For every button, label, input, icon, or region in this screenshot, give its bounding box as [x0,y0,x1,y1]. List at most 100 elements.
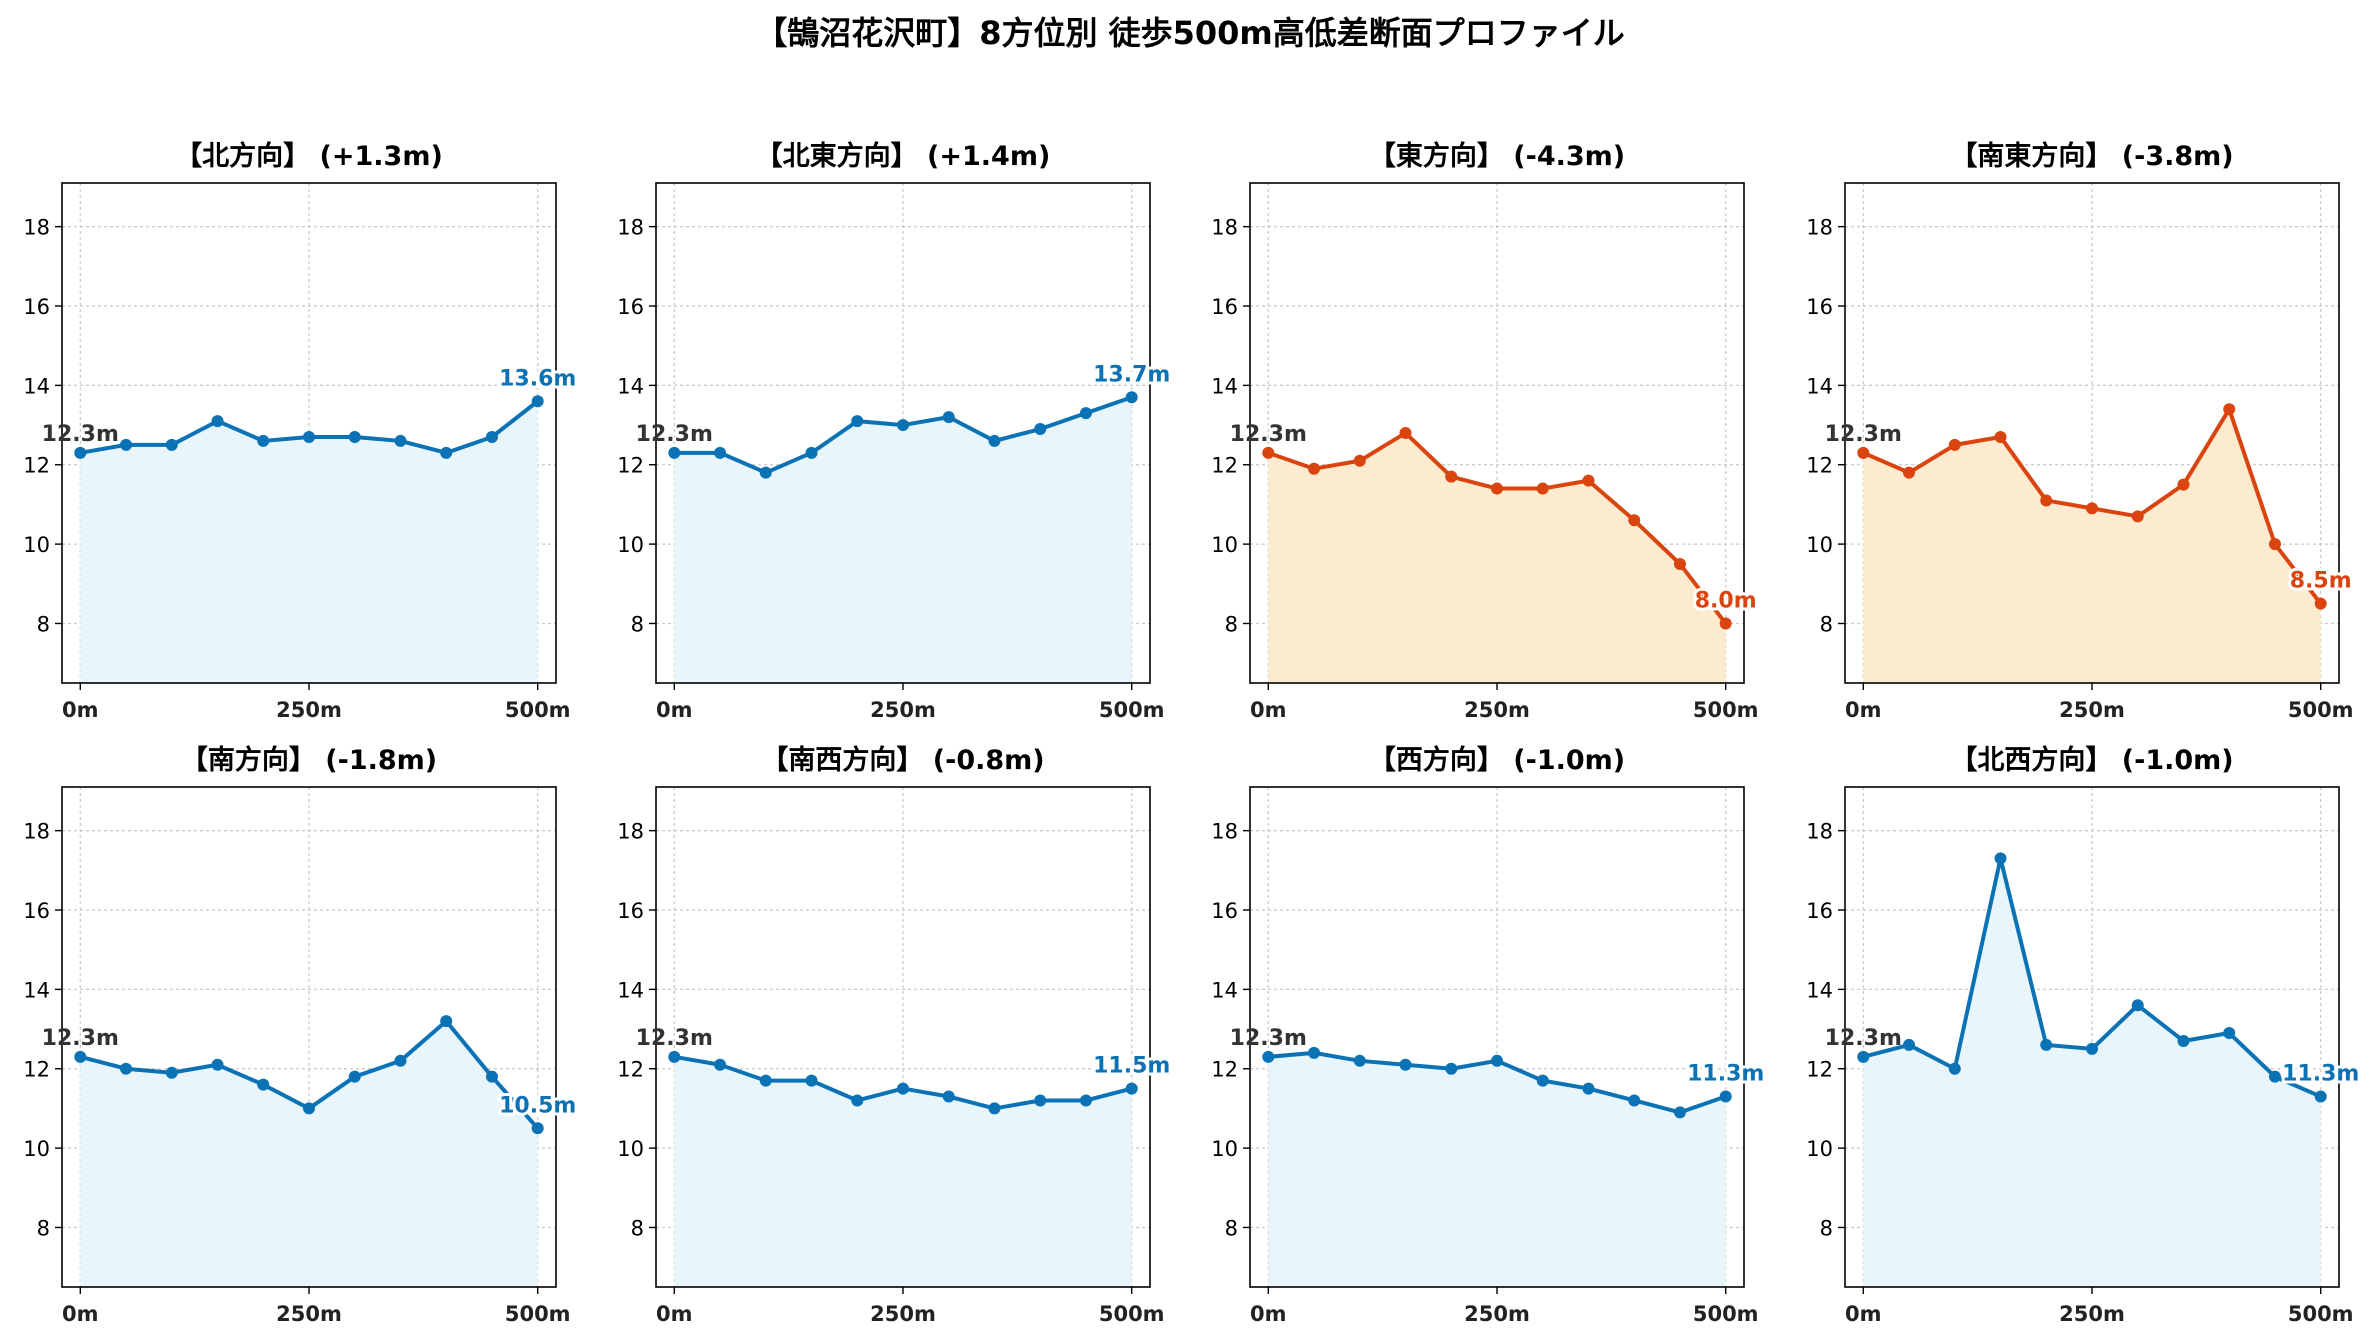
data-point [1353,1054,1366,1067]
data-point [1079,1094,1092,1107]
y-tick-label: 18 [617,216,644,240]
data-point [2314,1090,2327,1103]
data-point [2177,1034,2190,1047]
panel-title: 【東方向】 (-4.3m) [1369,140,1625,172]
data-point [942,411,955,424]
data-point [2040,494,2053,507]
data-point [988,1102,1001,1115]
y-tick-label: 18 [23,820,50,844]
y-tick-label: 16 [617,899,644,923]
data-point [1034,1094,1047,1107]
data-point [1903,466,1916,479]
data-point [1948,1062,1961,1075]
data-point [303,430,315,443]
data-point [1948,438,1961,451]
data-point [897,1082,909,1095]
data-point [1719,1090,1732,1103]
area-fill [1268,1052,1726,1287]
x-tick-label: 250m [1464,698,1530,722]
y-tick-label: 12 [1806,1058,1833,1082]
x-tick-label: 250m [1464,1302,1530,1326]
y-tick-label: 14 [1211,374,1238,398]
data-point [1994,430,2007,443]
data-point [759,1074,772,1087]
data-point [1536,482,1549,495]
area-fill [80,401,538,683]
data-point [942,1090,955,1103]
data-point [805,446,818,459]
data-point [1719,617,1732,630]
y-tick-label: 12 [23,454,50,478]
start-elevation-label: 12.3m [636,422,713,447]
data-point [851,1094,864,1107]
y-tick-label: 18 [1211,820,1238,844]
y-tick-label: 12 [617,454,644,478]
area-fill [674,397,1132,683]
data-point [257,434,270,447]
x-tick-label: 500m [2288,698,2354,722]
y-tick-label: 10 [617,1137,644,1161]
data-point [1445,470,1458,483]
data-point [2268,1070,2281,1083]
x-tick-label: 0m [1250,1302,1287,1326]
start-elevation-label: 12.3m [42,1026,119,1051]
x-tick-label: 250m [2059,698,2125,722]
data-point [531,1122,544,1135]
data-point [348,1070,361,1083]
area-fill [1863,858,2321,1287]
data-point [2131,999,2144,1012]
y-tick-label: 8 [631,612,644,636]
data-point [74,446,87,459]
y-tick-label: 10 [1806,1137,1833,1161]
panel-title: 【南方向】 (-1.8m) [181,744,437,776]
y-tick-label: 10 [617,533,644,557]
profile-panel: 【東方向】 (-4.3m) 8 10 12 14 16 18 0m 250m 500m 12.3m 8… [1211,140,1759,722]
data-point [1262,1050,1275,1063]
y-tick-label: 8 [37,1216,50,1240]
y-tick-label: 10 [23,1137,50,1161]
y-tick-label: 14 [23,374,50,398]
data-point [668,446,681,459]
data-point [988,434,1001,447]
data-point [714,1058,727,1071]
y-tick-label: 8 [1225,612,1238,636]
data-point [1903,1038,1916,1051]
profile-panel: 【南西方向】 (-0.8m) 8 10 12 14 16 18 0m 250m 500m 12.3m… [617,744,1173,1326]
data-point [531,395,544,408]
x-tick-label: 0m [1250,698,1287,722]
data-point [165,1066,178,1079]
data-point [1353,454,1366,467]
data-point [2086,1042,2098,1055]
y-tick-label: 14 [23,978,50,1002]
data-point [394,434,407,447]
data-point [1125,1082,1138,1095]
y-tick-label: 8 [37,612,50,636]
data-point [303,1102,315,1115]
data-point [1673,557,1686,570]
y-tick-label: 12 [1806,454,1833,478]
x-tick-label: 500m [2288,1302,2354,1326]
data-point [1445,1062,1458,1075]
panel-title: 【北東方向】 (+1.4m) [756,140,1051,172]
y-tick-label: 16 [617,295,644,319]
panel-title: 【西方向】 (-1.0m) [1369,744,1625,776]
y-tick-label: 10 [1211,1137,1238,1161]
y-tick-label: 8 [631,1216,644,1240]
x-tick-label: 500m [1099,698,1165,722]
data-point [1034,423,1047,436]
data-point [1491,1054,1503,1067]
data-point [714,446,727,459]
data-point [120,438,133,451]
data-point [348,430,361,443]
y-tick-label: 18 [23,216,50,240]
y-tick-label: 14 [1211,978,1238,1002]
data-point [1582,474,1595,487]
y-tick-label: 8 [1820,1216,1833,1240]
area-fill [1863,409,2321,683]
area-fill [1268,433,1726,683]
end-elevation-label: 8.5m [2290,569,2352,594]
start-elevation-label: 12.3m [1230,1026,1307,1051]
data-point [394,1054,407,1067]
y-tick-label: 14 [1806,374,1833,398]
